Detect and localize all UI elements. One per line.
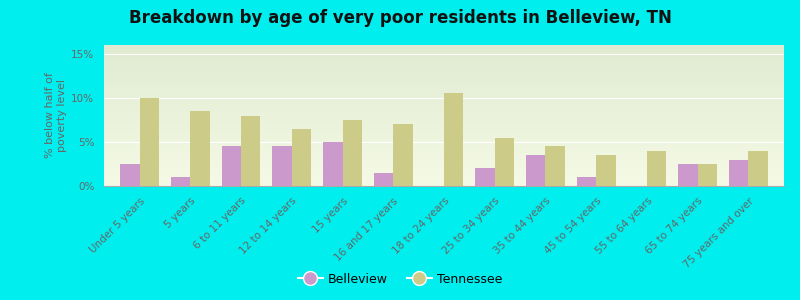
Bar	[323, 142, 342, 186]
Bar	[120, 164, 139, 186]
Bar	[698, 164, 717, 186]
Bar	[596, 155, 615, 186]
Text: Breakdown by age of very poor residents in Belleview, TN: Breakdown by age of very poor residents …	[129, 9, 671, 27]
Bar	[494, 137, 514, 186]
Bar	[526, 155, 546, 186]
Bar	[292, 129, 311, 186]
Bar	[749, 151, 768, 186]
Y-axis label: % below half of
poverty level: % below half of poverty level	[45, 73, 67, 158]
Bar	[729, 160, 749, 186]
Bar	[190, 111, 210, 186]
Bar	[647, 151, 666, 186]
Bar	[241, 116, 260, 186]
Bar	[273, 146, 292, 186]
Legend: Belleview, Tennessee: Belleview, Tennessee	[293, 268, 507, 291]
Bar	[394, 124, 413, 186]
Bar	[577, 177, 596, 186]
Bar	[475, 168, 494, 186]
Bar	[444, 94, 463, 186]
Bar	[222, 146, 241, 186]
Bar	[171, 177, 190, 186]
Bar	[342, 120, 362, 186]
Bar	[546, 146, 565, 186]
Bar	[678, 164, 698, 186]
Bar	[374, 173, 394, 186]
Bar	[139, 98, 159, 186]
